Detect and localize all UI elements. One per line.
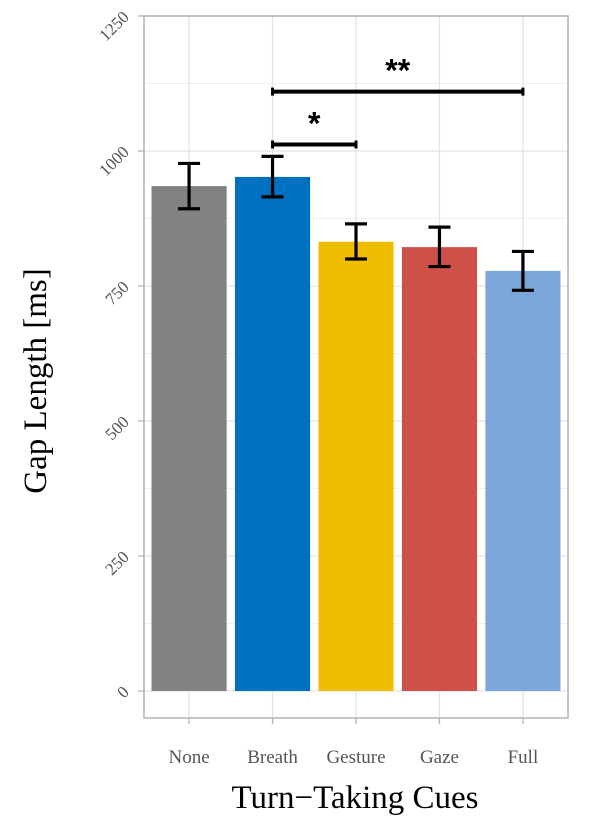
y-axis-title: Gap Length [ms] xyxy=(18,268,54,493)
error-bar-full xyxy=(511,249,534,292)
error-bar-none xyxy=(178,161,201,211)
error-bars xyxy=(178,154,534,292)
bar-full xyxy=(485,270,561,691)
x-tick-label: Breath xyxy=(247,747,298,768)
x-tick-label: None xyxy=(168,747,209,768)
bar-none xyxy=(151,186,227,691)
significance-label: ** xyxy=(385,53,410,89)
y-tick-label: 250 xyxy=(101,547,132,578)
error-bar-gesture xyxy=(345,222,367,261)
significance-brackets: *** xyxy=(271,53,525,149)
error-bar-gaze xyxy=(428,225,451,269)
y-axis-ticks: 0 250 500 750 1000 1250 xyxy=(95,7,144,702)
bar-breath xyxy=(234,176,311,692)
y-tick-label: 1000 xyxy=(95,142,132,179)
bar-gaze xyxy=(401,247,478,691)
y-tick-label: 1250 xyxy=(95,7,132,44)
y-tick-label: 500 xyxy=(101,412,132,443)
x-tick-label: Gesture xyxy=(326,747,385,768)
y-tick-label: 0 xyxy=(113,682,132,701)
significance-label: * xyxy=(308,106,321,142)
x-axis-title: Turn−Taking Cues xyxy=(231,780,478,816)
significance-bracket: ** xyxy=(271,53,525,96)
x-tick-label: Full xyxy=(508,747,539,768)
x-tick-label: Gaze xyxy=(420,747,459,768)
bar-gesture xyxy=(318,241,394,691)
significance-bracket: * xyxy=(271,106,358,149)
error-bar-breath xyxy=(261,154,284,199)
y-tick-label: 750 xyxy=(101,277,132,308)
x-axis-ticks: None Breath Gesture Gaze Full xyxy=(168,718,538,768)
bars xyxy=(151,176,561,692)
